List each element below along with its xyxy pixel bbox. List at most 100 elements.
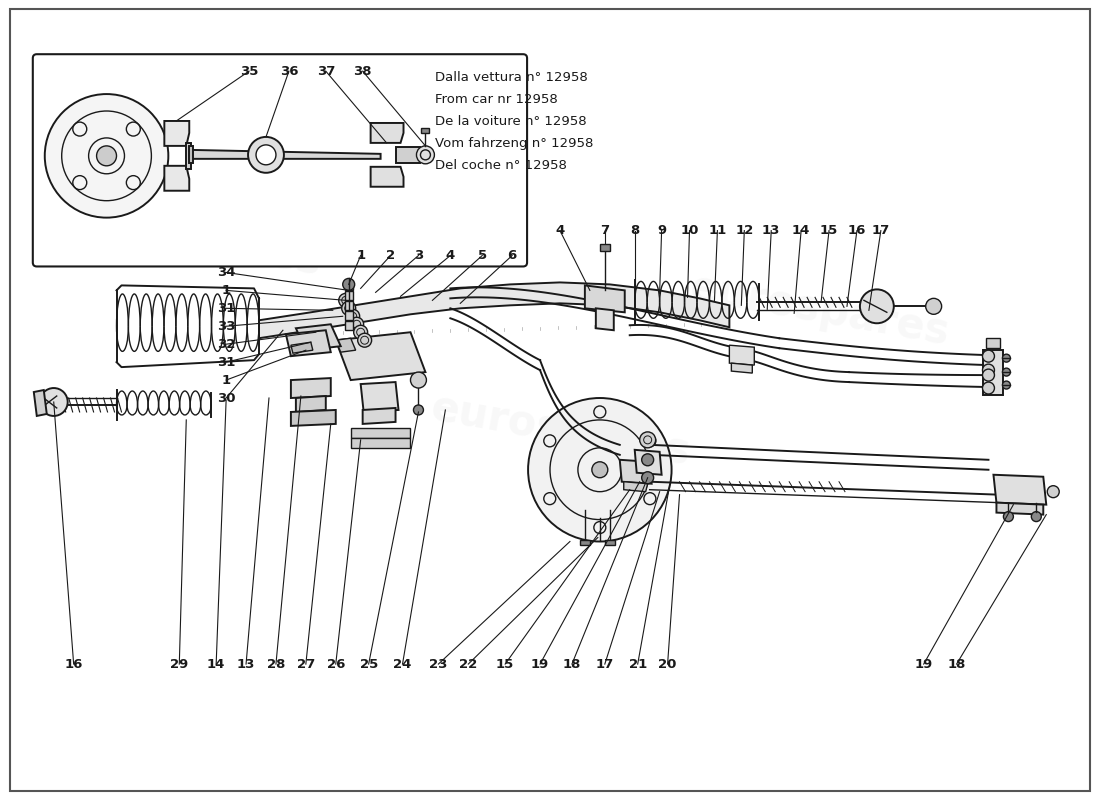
Polygon shape xyxy=(585,286,625,312)
Polygon shape xyxy=(290,410,336,426)
Polygon shape xyxy=(34,390,47,416)
Bar xyxy=(605,539,615,546)
Text: 31: 31 xyxy=(217,356,235,369)
Circle shape xyxy=(1002,354,1011,362)
Polygon shape xyxy=(164,121,189,146)
Text: 14: 14 xyxy=(792,224,811,237)
Text: 5: 5 xyxy=(477,249,487,262)
Polygon shape xyxy=(189,146,194,163)
Circle shape xyxy=(1002,368,1011,376)
Circle shape xyxy=(358,334,372,347)
Text: 2: 2 xyxy=(386,249,395,262)
Text: 21: 21 xyxy=(628,658,647,670)
Polygon shape xyxy=(619,460,651,484)
Text: 6: 6 xyxy=(507,249,517,262)
Text: 12: 12 xyxy=(735,224,754,237)
Polygon shape xyxy=(164,166,189,190)
Text: Del coche n° 12958: Del coche n° 12958 xyxy=(436,159,568,172)
Bar xyxy=(344,291,353,300)
Polygon shape xyxy=(290,378,331,398)
Text: 17: 17 xyxy=(596,658,614,670)
Text: eurospares: eurospares xyxy=(58,197,324,284)
Circle shape xyxy=(350,318,364,331)
Polygon shape xyxy=(189,150,381,159)
Text: 26: 26 xyxy=(327,658,345,670)
Text: 22: 22 xyxy=(459,658,477,670)
Polygon shape xyxy=(286,330,331,356)
Text: eurospares: eurospares xyxy=(686,266,953,354)
Polygon shape xyxy=(351,438,410,448)
Text: 29: 29 xyxy=(170,658,188,670)
Circle shape xyxy=(249,137,284,173)
Circle shape xyxy=(417,146,434,164)
Text: 19: 19 xyxy=(914,658,933,670)
Polygon shape xyxy=(396,147,420,163)
Polygon shape xyxy=(371,167,404,186)
Circle shape xyxy=(354,326,367,339)
Text: 20: 20 xyxy=(659,658,676,670)
Polygon shape xyxy=(732,363,752,373)
FancyBboxPatch shape xyxy=(33,54,527,266)
Text: De la voiture n° 12958: De la voiture n° 12958 xyxy=(436,115,587,128)
Circle shape xyxy=(640,432,656,448)
Polygon shape xyxy=(361,382,398,412)
Polygon shape xyxy=(635,450,661,474)
Polygon shape xyxy=(729,345,755,365)
Text: 18: 18 xyxy=(947,658,966,670)
Text: 13: 13 xyxy=(236,658,255,670)
Polygon shape xyxy=(351,428,410,438)
Polygon shape xyxy=(258,282,729,338)
Text: 1: 1 xyxy=(221,284,231,297)
Polygon shape xyxy=(997,502,1043,514)
Circle shape xyxy=(256,145,276,165)
Text: 24: 24 xyxy=(394,658,411,670)
Circle shape xyxy=(982,364,994,376)
Polygon shape xyxy=(336,332,426,380)
Circle shape xyxy=(345,310,360,323)
Bar xyxy=(344,282,353,290)
Circle shape xyxy=(1047,486,1059,498)
Text: 4: 4 xyxy=(446,249,455,262)
Circle shape xyxy=(860,290,894,323)
Polygon shape xyxy=(371,123,404,143)
Circle shape xyxy=(97,146,117,166)
Circle shape xyxy=(641,472,653,484)
Circle shape xyxy=(1032,512,1042,522)
Bar xyxy=(580,539,590,546)
Text: From car nr 12958: From car nr 12958 xyxy=(436,93,558,106)
Circle shape xyxy=(1002,381,1011,389)
Circle shape xyxy=(410,372,427,388)
Polygon shape xyxy=(624,482,648,492)
Text: 27: 27 xyxy=(297,658,315,670)
Circle shape xyxy=(982,382,994,394)
Circle shape xyxy=(926,298,942,314)
Text: 7: 7 xyxy=(601,224,609,237)
Circle shape xyxy=(342,302,355,315)
Text: 17: 17 xyxy=(871,224,890,237)
Text: 15: 15 xyxy=(496,658,515,670)
Circle shape xyxy=(343,278,354,290)
Text: 32: 32 xyxy=(217,338,235,350)
Circle shape xyxy=(982,369,994,381)
Text: 28: 28 xyxy=(267,658,285,670)
Text: 1: 1 xyxy=(221,374,231,386)
Bar xyxy=(421,128,429,133)
Bar xyxy=(344,322,353,330)
Polygon shape xyxy=(987,338,1000,348)
Text: 34: 34 xyxy=(217,266,235,279)
Text: 35: 35 xyxy=(240,65,258,78)
Text: eurospares: eurospares xyxy=(427,386,693,474)
Text: 23: 23 xyxy=(429,658,448,670)
Text: 8: 8 xyxy=(630,224,639,237)
Polygon shape xyxy=(290,342,312,353)
Text: 37: 37 xyxy=(317,65,336,78)
Text: 1: 1 xyxy=(356,249,365,262)
Circle shape xyxy=(339,294,353,307)
Text: 33: 33 xyxy=(217,320,235,333)
Text: 38: 38 xyxy=(353,65,372,78)
Polygon shape xyxy=(336,338,355,352)
Circle shape xyxy=(414,405,424,415)
Text: 4: 4 xyxy=(556,224,564,237)
Text: 16: 16 xyxy=(65,658,82,670)
Text: 11: 11 xyxy=(708,224,726,237)
